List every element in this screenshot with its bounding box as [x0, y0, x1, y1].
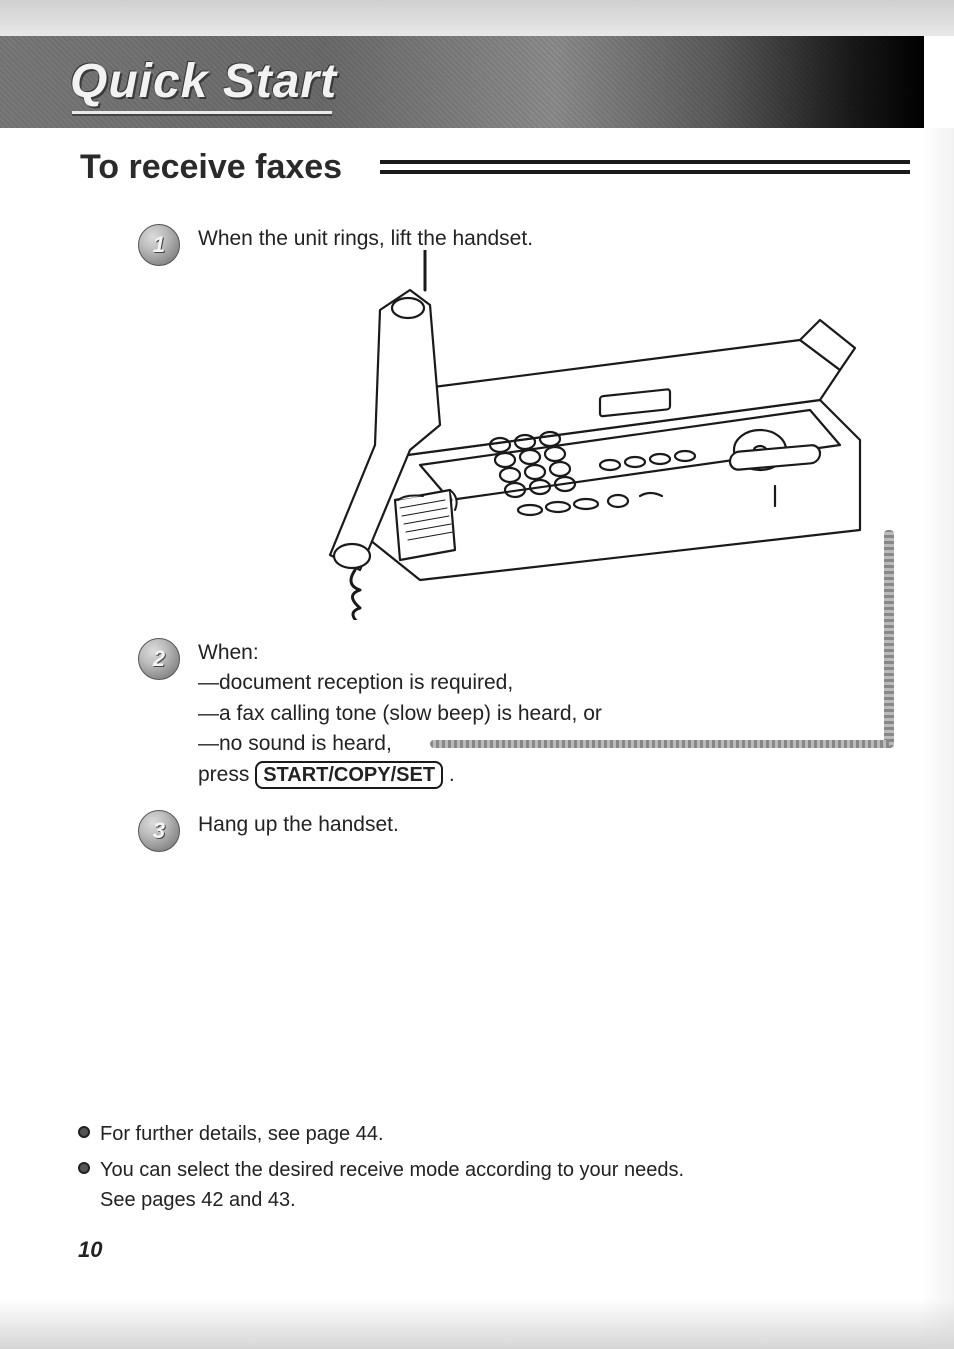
step-badge-3: 3	[138, 810, 180, 852]
step-2: 2 When: —document reception is required,…	[138, 638, 894, 790]
header-title: Quick Start	[70, 54, 337, 109]
step-2-intro: When:	[198, 638, 602, 668]
step-2-line3: —no sound is heard,	[198, 729, 602, 759]
step-badge-2: 2	[138, 638, 180, 680]
scan-bottom-edge	[0, 1299, 954, 1349]
step-2-line2: —a fax calling tone (slow beep) is heard…	[198, 699, 602, 729]
bullet-icon	[78, 1126, 90, 1138]
header-underline	[72, 111, 332, 114]
page-number: 10	[78, 1237, 102, 1263]
fax-machine-figure	[300, 250, 900, 620]
step-2-press-suffix: .	[449, 763, 455, 786]
start-copy-set-label: START/COPY/SET	[255, 761, 443, 789]
note-1-text: For further details, see page 44.	[100, 1119, 384, 1149]
note-2-text-a: You can select the desired receive mode …	[100, 1155, 684, 1185]
step-2-text: When: —document reception is required, —…	[198, 638, 602, 790]
step-2-press-prefix: press	[198, 763, 255, 786]
header-band: Quick Start	[0, 36, 924, 128]
step-3: 3 Hang up the handset.	[138, 810, 894, 852]
footer-notes: For further details, see page 44. You ca…	[78, 1119, 894, 1221]
section-title: To receive faxes	[80, 148, 342, 187]
step-badge-1: 1	[138, 224, 180, 266]
bullet-icon	[78, 1162, 90, 1174]
scan-right-edge	[920, 128, 954, 1349]
step-2-line1: —document reception is required,	[198, 668, 602, 698]
note-2: You can select the desired receive mode …	[78, 1155, 894, 1215]
step-3-text: Hang up the handset.	[198, 810, 399, 840]
note-2-text-b: See pages 42 and 43.	[100, 1185, 684, 1215]
scan-top-edge	[0, 0, 954, 36]
note-1: For further details, see page 44.	[78, 1119, 894, 1149]
section-title-rule	[380, 160, 910, 174]
